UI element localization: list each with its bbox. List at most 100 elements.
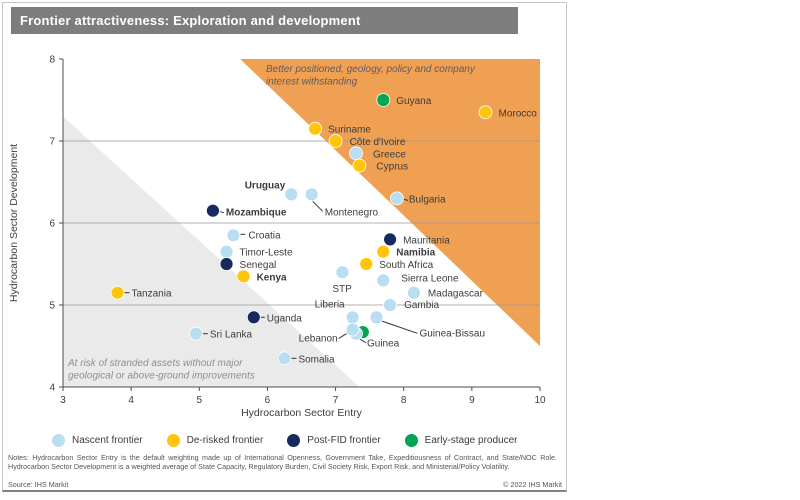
label-south-africa: South Africa [379,260,433,271]
legend-item-postfid: Post-FID frontier [287,433,381,447]
point-south-africa [359,257,374,271]
label-croatia: Croatia [248,230,281,241]
label-sierra-leone: Sierra Leone [401,273,459,284]
y-tick-label-6: 6 [49,219,55,230]
chart-legend: Nascent frontier De-risked frontier Post-F… [52,430,517,450]
point-madagascar [407,285,421,300]
x-tick-label-3: 3 [60,395,66,406]
x-tick-label-10: 10 [534,395,546,406]
label-namibia: Namibia [396,248,435,259]
point-montenegro [304,187,319,202]
label-suriname: Suriname [328,125,371,136]
y-tick-label-4: 4 [49,383,55,394]
label-uganda: Uganda [267,313,302,324]
label-morocco: Morocco [498,108,537,119]
label-montenegro: Montenegro [325,207,379,218]
legend-label: Post-FID frontier [307,434,381,446]
legend-item-nascent: Nascent frontier [52,433,143,447]
title-bar: Frontier attractiveness: Exploration and… [11,7,518,34]
label-sri-lanka: Sri Lanka [210,330,253,341]
label-mozambique: Mozambique [226,208,287,219]
x-tick-label-4: 4 [128,395,134,406]
legend-item-early: Early-stage producer [404,433,518,447]
label-uruguay: Uruguay [245,180,286,191]
label-kenya: Kenya [257,272,287,283]
point-kenya [236,269,251,284]
legend-label: Nascent frontier [72,434,143,446]
notes-text: Notes: Hydrocarbon Sector Entry is the d… [8,453,557,471]
point-guinea-bissau [369,310,384,325]
leader-mozambique [219,211,225,214]
point-tanzania [110,285,125,300]
label-guyana: Guyana [396,96,431,107]
point-gambia [383,298,397,312]
y-tick-label-8: 8 [49,55,55,66]
scatter-chart: Better positioned, geology, policy and c… [8,55,546,420]
point-cyprus [352,158,367,173]
x-tick-label-8: 8 [401,395,407,406]
point-namibia [376,244,391,259]
label-lebanon: Lebanon [299,334,338,345]
legend-label: Early-stage producer [424,434,518,446]
point-c-te-d-ivoire [328,134,343,148]
derisked-legend-dot-icon [166,433,180,447]
point-liberia [345,310,360,325]
point-sierra-leone [376,273,391,288]
leader-bulgaria [403,198,409,201]
point-timor-leste [219,244,234,259]
label-cyprus: Cyprus [376,162,408,173]
leader-montenegro [312,200,324,212]
leader-guinea [358,338,367,344]
point-uganda [246,310,261,325]
point-mauritania [383,232,397,247]
label-mauritania: Mauritania [403,235,450,246]
x-axis-title: Hydrocarbon Sector Entry [241,407,363,419]
label-greece: Greece [373,149,406,160]
copyright-text: © 2022 IHS Markit [503,480,562,489]
better-positioned-region-annotation: Better positioned, geology, policy and c… [266,64,476,88]
point-greece [349,146,363,161]
point-bulgaria [389,191,404,206]
postfid-legend-dot-icon [287,433,301,447]
better-positioned-region [240,59,540,346]
point-mozambique [206,203,220,218]
point-stp [335,265,350,280]
label-stp: STP [332,284,352,295]
legend-label: De-risked frontier [186,434,264,446]
point-uruguay [284,187,299,202]
point-lebanon [345,322,360,337]
label-guinea: Guinea [367,339,400,350]
legend-item-derisked: De-risked frontier [166,433,264,447]
label-guinea-bissau: Guinea-Bissau [419,328,485,339]
label-timor-leste: Timor-Leste [240,248,293,259]
point-senegal [219,257,234,271]
label-gambia: Gambia [404,300,439,311]
y-axis-title: Hydrocarbon Sector Development [8,144,20,302]
chart-title: Frontier attractiveness: Exploration and… [20,13,361,28]
label-senegal: Senegal [240,260,277,271]
y-tick-label-7: 7 [49,137,55,148]
early-legend-dot-icon [404,433,418,447]
label-tanzania: Tanzania [132,289,172,300]
nascent-legend-dot-icon [52,433,65,447]
label-c-te-d-ivoire: Côte d'Ivoire [350,137,406,148]
x-tick-label-7: 7 [333,395,339,406]
point-morocco [478,105,493,120]
label-madagascar: Madagascar [428,289,484,300]
point-suriname [308,121,323,136]
leader-lebanon [338,333,347,340]
label-bulgaria: Bulgaria [409,194,446,205]
label-somalia: Somalia [298,354,335,365]
label-liberia: Liberia [315,299,345,310]
x-tick-label-9: 9 [469,395,475,406]
at-risk-region [63,116,360,388]
y-tick-label-5: 5 [49,301,55,312]
point-sri-lanka [188,326,203,341]
point-somalia [277,351,292,366]
x-tick-label-6: 6 [265,395,271,406]
point-croatia [226,228,241,243]
point-guyana [376,93,391,107]
at-risk-region-annotation: At risk of stranded assets without major… [67,358,255,382]
x-tick-label-5: 5 [197,395,203,406]
leader-guinea-bissau [379,319,418,334]
